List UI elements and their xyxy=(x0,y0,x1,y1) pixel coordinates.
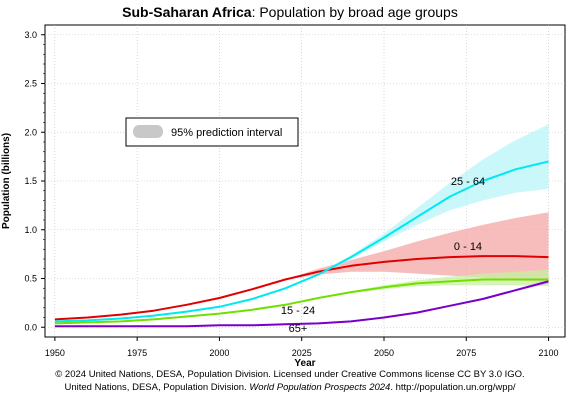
series-label: 15 - 24 xyxy=(281,305,315,317)
series-label: 65+ xyxy=(289,323,308,335)
footer-citation: United Nations, DESA, Population Divisio… xyxy=(65,382,516,393)
chart-title-rest: : Population by broad age groups xyxy=(252,4,458,20)
x-tick-label: 2100 xyxy=(539,348,559,358)
footer-citation-suffix: . http://population.un.org/wpp/ xyxy=(390,382,516,393)
y-tick-label: 1.0 xyxy=(24,225,37,235)
prediction-band xyxy=(285,124,549,289)
prediction-band xyxy=(285,269,549,305)
y-tick-label: 0.0 xyxy=(24,322,37,332)
legend-swatch xyxy=(133,125,163,138)
series-line xyxy=(54,278,549,325)
y-tick-label: 2.0 xyxy=(24,127,37,137)
x-tick-label: 2075 xyxy=(456,348,476,358)
series-label: 25 - 64 xyxy=(451,176,485,188)
y-tick-label: 1.5 xyxy=(24,176,37,186)
y-tick-label: 2.5 xyxy=(24,79,37,89)
x-tick-label: 2000 xyxy=(209,348,229,358)
series-line xyxy=(54,160,549,323)
legend-label: 95% prediction interval xyxy=(171,127,282,139)
y-tick-label: 3.0 xyxy=(24,30,37,40)
x-tick-label: 2025 xyxy=(292,348,312,358)
series-label: 0 - 14 xyxy=(454,241,482,253)
x-axis-label: Year xyxy=(294,358,315,369)
series-labels: 0 - 14 15 - 24 25 - 64 65+ xyxy=(281,176,485,335)
grid-lines xyxy=(45,25,565,337)
x-axis-ticks: 1950 1975 2000 2025 2050 2075 2100 xyxy=(45,337,559,358)
x-tick-label: 1950 xyxy=(45,348,65,358)
footer-citation-title: World Population Prospects 2024 xyxy=(249,382,390,393)
series-line xyxy=(54,255,549,321)
chart-title: Sub-Saharan Africa: Population by broad … xyxy=(122,4,458,20)
y-axis-label: Population (billions) xyxy=(1,133,12,229)
chart-title-bold: Sub-Saharan Africa xyxy=(122,4,252,20)
y-tick-label: 0.5 xyxy=(24,274,37,284)
y-axis-ticks: 0.0 0.5 1.0 1.5 2.0 2.5 3.0 xyxy=(24,30,45,332)
legend: 95% prediction interval xyxy=(125,117,299,147)
x-tick-label: 2050 xyxy=(374,348,394,358)
footer-copyright: © 2024 United Nations, DESA, Population … xyxy=(55,369,524,380)
x-tick-label: 1975 xyxy=(127,348,147,358)
footer-citation-prefix: United Nations, DESA, Population Divisio… xyxy=(65,382,250,393)
series-line xyxy=(54,280,549,328)
series-lines xyxy=(54,160,549,328)
